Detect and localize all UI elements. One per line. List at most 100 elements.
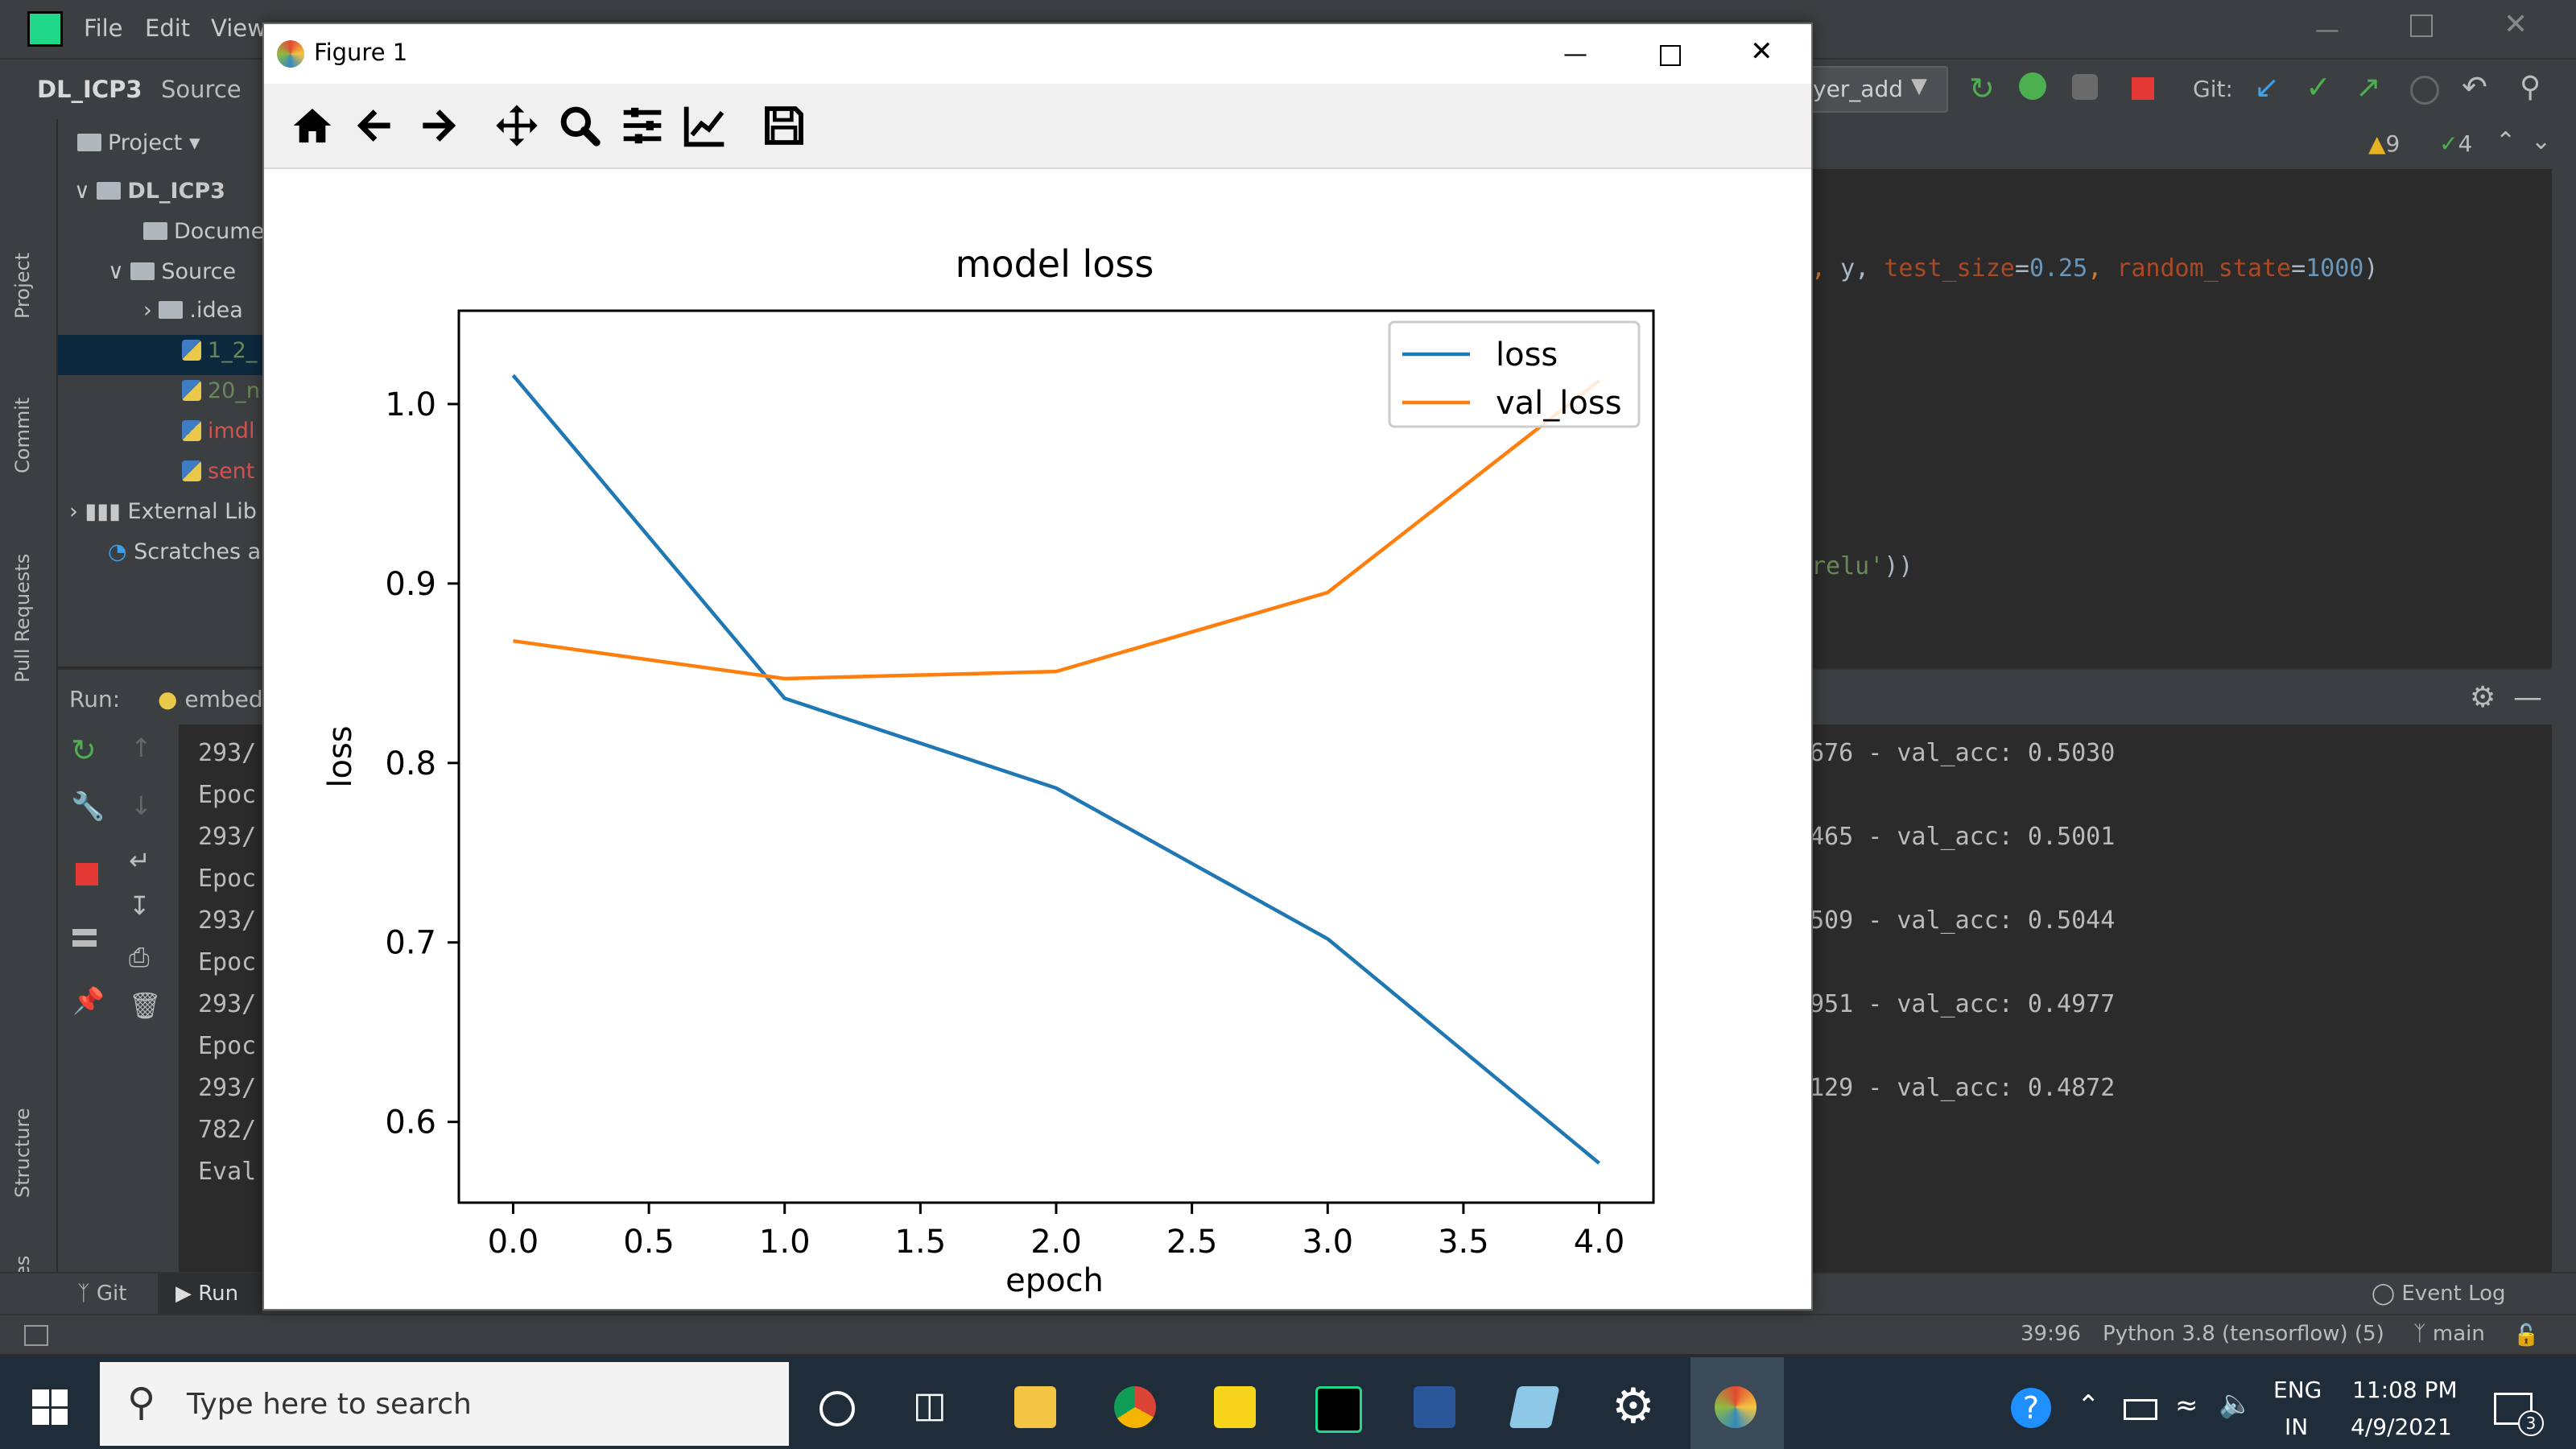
bottom-tab-run[interactable]: ▶ Run — [175, 1282, 239, 1306]
bottom-tab-git[interactable]: ᛉ Git — [77, 1282, 127, 1306]
pycharm-icon[interactable] — [1315, 1386, 1362, 1433]
interpreter-status[interactable]: Python 3.8 (tensorflow) (5) — [2103, 1322, 2384, 1346]
forward-icon[interactable] — [415, 103, 460, 148]
task-view-icon[interactable]: ◫ — [913, 1385, 947, 1426]
taskbar-search-box[interactable]: ⚲ Type here to search — [100, 1362, 789, 1446]
run-tab[interactable]: ● embed — [158, 686, 263, 712]
tree-item-file[interactable]: sent — [182, 459, 254, 484]
debug-icon[interactable] — [2019, 72, 2046, 100]
figure-window[interactable]: Figure 1 — ✕ model loss 0.0 0.5 1.0 1.5 2.0 2… — [262, 23, 1813, 1311]
lock-icon[interactable]: 🔓 — [2513, 1323, 2540, 1348]
subplots-icon[interactable] — [620, 103, 665, 148]
clock-time[interactable]: 11:08 PM — [2352, 1377, 2458, 1403]
chevron-up-icon[interactable]: ⌃ — [2496, 127, 2516, 155]
minimize-figure-icon[interactable]: — — [1563, 40, 1587, 68]
x-tick-label: 1.0 — [759, 1224, 811, 1261]
side-tab-project[interactable]: Project — [11, 252, 34, 319]
menu-view[interactable]: View — [211, 14, 266, 42]
warnings-count[interactable]: ▲9 — [2368, 130, 2401, 157]
source-breadcrumb[interactable]: Source — [161, 76, 242, 103]
down-arrow-icon[interactable]: ↓ — [130, 791, 152, 821]
maximize-ide-icon[interactable] — [2410, 14, 2433, 37]
pan-icon[interactable] — [494, 103, 539, 148]
side-tab-structure[interactable]: Structure — [11, 1108, 34, 1198]
print-icon[interactable]: ⎙ — [129, 942, 150, 972]
caret-position[interactable]: 39:96 — [2021, 1322, 2081, 1346]
up-arrow-icon[interactable]: ↑ — [130, 733, 152, 763]
history-icon[interactable] — [2410, 76, 2439, 105]
chevron-down-icon[interactable]: ⌄ — [2531, 127, 2552, 155]
hide-panel-icon[interactable]: — — [2513, 681, 2542, 714]
figure-toolbar — [264, 84, 1811, 169]
menu-file[interactable]: File — [84, 14, 123, 42]
notes-app-icon[interactable] — [1509, 1386, 1560, 1428]
close-figure-icon[interactable]: ✕ — [1750, 35, 1773, 68]
file-explorer-icon[interactable] — [1014, 1386, 1056, 1428]
stop-icon[interactable] — [76, 863, 98, 886]
rerun-icon[interactable]: ↻ — [71, 733, 97, 768]
layout-toggle-icon[interactable] — [24, 1325, 48, 1346]
git-update-icon[interactable]: ↙ — [2254, 69, 2280, 105]
pin-icon[interactable]: 📌 — [72, 985, 105, 1016]
rollback-icon[interactable]: ↶ — [2462, 69, 2487, 105]
tree-item-source[interactable]: ∨ Source — [108, 259, 237, 284]
matplotlib-icon[interactable] — [1715, 1386, 1757, 1428]
cortana-icon[interactable] — [819, 1391, 855, 1426]
tree-item-scratches[interactable]: ◔ Scratches a — [108, 539, 262, 564]
notification-center-icon[interactable] — [2494, 1393, 2533, 1425]
back-icon[interactable] — [353, 103, 398, 148]
project-panel-title[interactable]: Project ▾ — [77, 130, 200, 155]
sticky-notes-icon[interactable] — [1214, 1386, 1256, 1428]
language-indicator[interactable]: ENG — [2273, 1377, 2322, 1403]
figure-titlebar[interactable]: Figure 1 — ✕ — [264, 24, 1811, 84]
volume-icon[interactable]: 🔈 — [2219, 1388, 2253, 1420]
tree-item-idea[interactable]: › .idea — [143, 298, 243, 323]
checks-count[interactable]: ✓4 — [2439, 130, 2473, 157]
trash-icon[interactable]: 🗑 — [129, 990, 162, 1021]
git-commit-icon[interactable]: ✓ — [2306, 69, 2331, 105]
battery-icon[interactable] — [2124, 1399, 2157, 1420]
settings-gear-icon[interactable]: ⚙ — [1612, 1378, 1655, 1435]
menu-edit[interactable]: Edit — [145, 14, 191, 42]
save-icon[interactable] — [762, 103, 807, 148]
side-tab-commit[interactable]: Commit — [11, 397, 34, 473]
tree-item-file[interactable]: 20_n — [182, 378, 260, 403]
run-config-select[interactable]: yer_add ▼ — [1800, 66, 1948, 113]
soft-wrap-icon[interactable]: ↵ — [129, 845, 151, 876]
maximize-figure-icon[interactable] — [1660, 45, 1681, 66]
chart-title: model loss — [956, 242, 1154, 286]
minimize-ide-icon[interactable]: — — [2315, 16, 2339, 44]
wifi-icon[interactable]: ≈ — [2175, 1389, 2198, 1422]
tree-item-file[interactable]: imdl — [182, 419, 254, 444]
search-everywhere-icon[interactable]: ⚲ — [2520, 71, 2541, 104]
console-line: 293/ — [198, 823, 257, 851]
tree-item-file[interactable]: 1_2_ — [182, 338, 257, 363]
tree-item-documents[interactable]: Docume — [143, 219, 264, 244]
x-tick-label: 1.5 — [895, 1224, 947, 1261]
tree-item-external-libraries[interactable]: › ▮▮▮ External Lib — [69, 499, 257, 524]
rerun-icon[interactable]: ↻ — [1969, 71, 1995, 106]
event-log-button[interactable]: ◯ Event Log — [2372, 1282, 2506, 1306]
windows-start-icon[interactable] — [32, 1389, 68, 1425]
help-icon[interactable]: ? — [2011, 1388, 2051, 1428]
code-editor[interactable]: , y, test_size=0.25, random_state=1000) … — [1811, 169, 2552, 668]
home-icon[interactable] — [290, 103, 335, 148]
show-hidden-icons-icon[interactable]: ⌃ — [2077, 1389, 2100, 1422]
tree-item-project[interactable]: ∨ DL_ICP3 — [74, 179, 225, 204]
chrome-icon[interactable] — [1114, 1386, 1156, 1428]
gear-icon[interactable]: ⚙ — [2470, 681, 2496, 714]
clock-date[interactable]: 4/9/2021 — [2351, 1414, 2452, 1440]
zoom-icon[interactable] — [557, 103, 602, 148]
layout-icon[interactable] — [72, 929, 97, 947]
project-breadcrumb[interactable]: DL_ICP3 — [37, 76, 142, 103]
edit-axes-icon[interactable] — [683, 103, 728, 148]
git-push-icon[interactable]: ↗ — [2355, 69, 2381, 105]
close-ide-icon[interactable]: ✕ — [2504, 8, 2529, 41]
side-tab-pull-requests[interactable]: Pull Requests — [11, 553, 34, 683]
stop-icon[interactable] — [2132, 77, 2154, 100]
coverage-icon[interactable] — [2072, 74, 2098, 100]
branch-status[interactable]: ᛉ main — [2413, 1322, 2485, 1346]
scroll-to-end-icon[interactable]: ↧ — [129, 890, 151, 921]
wrench-icon[interactable]: 🔧 — [71, 791, 105, 823]
word-icon[interactable] — [1414, 1386, 1455, 1428]
